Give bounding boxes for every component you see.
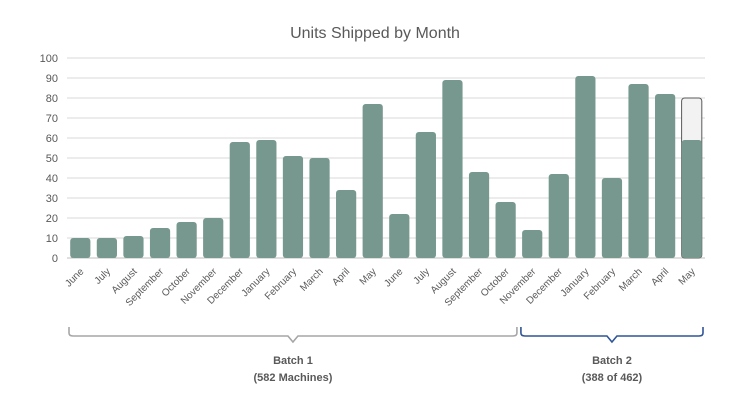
x-tick-label: April — [649, 266, 671, 288]
bar — [575, 76, 596, 258]
y-tick-label: 60 — [46, 133, 58, 145]
chart-title: Units Shipped by Month — [290, 25, 460, 42]
bars — [70, 76, 703, 259]
batch-label: Batch 2 — [592, 355, 632, 367]
bar — [442, 80, 463, 258]
bar — [336, 190, 357, 258]
bar — [282, 156, 304, 258]
batch-groups: Batch 1 (582 Machines) Batch 2 (388 of 462) — [68, 327, 704, 384]
x-tick-label: July — [93, 266, 113, 286]
x-axis-ticks: June JulyAugustSeptemberOctoberNovemberDe… — [63, 266, 698, 309]
bar — [229, 142, 250, 258]
x-tick-label: July — [412, 266, 432, 286]
bar — [149, 228, 171, 258]
bar — [203, 218, 224, 258]
bar — [468, 172, 490, 258]
y-tick-label: 80 — [46, 93, 58, 105]
y-tick-label: 90 — [46, 73, 58, 85]
batch-sublabel: (388 of 462) — [582, 372, 643, 384]
x-tick-label: May — [358, 266, 379, 287]
bar — [309, 158, 330, 258]
bar — [655, 94, 676, 258]
bar — [96, 238, 117, 258]
x-tick-label: March — [617, 266, 644, 293]
bar — [522, 230, 543, 258]
bar — [256, 140, 277, 258]
y-tick-label: 0 — [52, 253, 58, 265]
x-tick-label: May — [677, 266, 698, 287]
bar — [176, 222, 197, 258]
bar — [70, 238, 91, 258]
bar — [389, 214, 410, 258]
y-tick-label: 70 — [46, 113, 58, 125]
y-tick-label: 40 — [46, 173, 58, 185]
y-tick-label: 20 — [46, 213, 58, 225]
bar — [628, 84, 649, 258]
bar — [548, 174, 569, 258]
bar — [495, 202, 516, 258]
batch-bracket — [68, 327, 518, 344]
y-axis-ticks: 0 10 20 30 40 50 60 70 80 90 100 — [40, 53, 58, 265]
bar — [601, 178, 623, 258]
y-tick-label: 10 — [46, 233, 58, 245]
batch-bracket — [520, 327, 704, 344]
bar — [415, 132, 436, 258]
x-tick-label: March — [298, 266, 325, 293]
batch-sublabel: (582 Machines) — [254, 372, 333, 384]
x-tick-label: June — [63, 266, 86, 289]
x-tick-label: April — [330, 266, 352, 288]
y-tick-label: 30 — [46, 193, 58, 205]
y-tick-label: 100 — [40, 53, 58, 65]
bar — [681, 140, 702, 258]
y-tick-label: 50 — [46, 153, 58, 165]
batch-label: Batch 1 — [273, 355, 313, 367]
bar — [362, 104, 383, 258]
gridlines — [67, 57, 705, 259]
x-tick-label: June — [382, 266, 405, 289]
bar — [123, 236, 144, 258]
